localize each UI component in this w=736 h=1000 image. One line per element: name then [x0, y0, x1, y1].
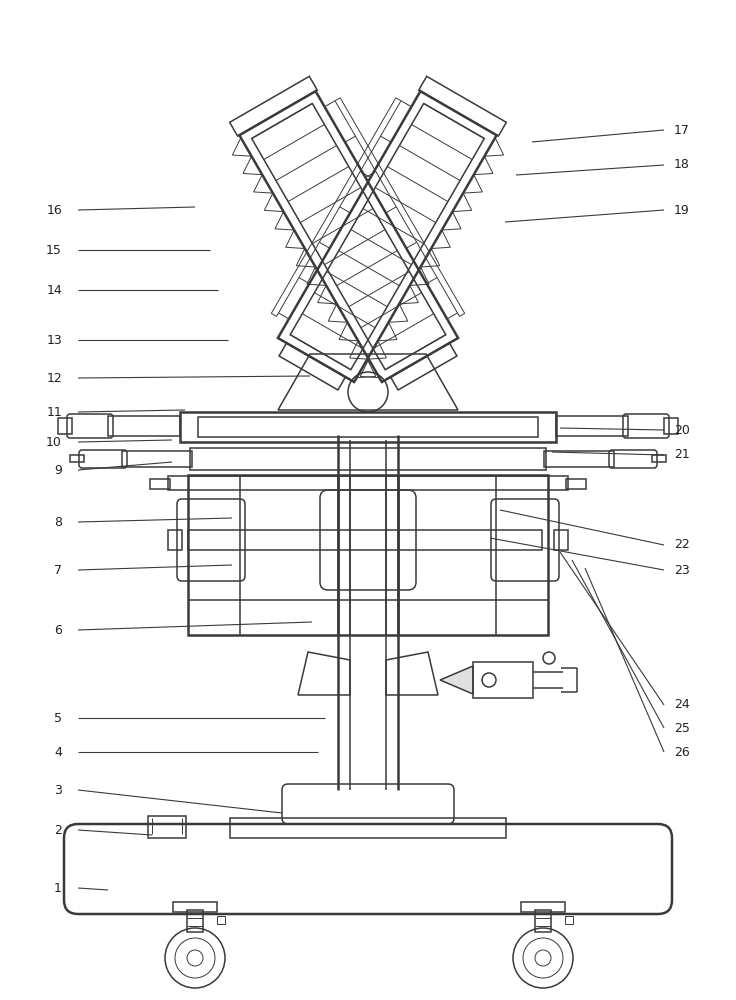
Text: 2: 2: [54, 824, 62, 836]
Text: 18: 18: [674, 158, 690, 172]
Bar: [150, 479, 170, 489]
Bar: [188, 475, 548, 635]
Text: 12: 12: [46, 371, 62, 384]
Text: 17: 17: [674, 123, 690, 136]
Text: 15: 15: [46, 243, 62, 256]
Bar: [187, 910, 203, 932]
Bar: [473, 662, 533, 698]
Bar: [652, 455, 666, 462]
Bar: [190, 448, 546, 470]
Text: 5: 5: [54, 712, 62, 724]
Bar: [168, 530, 182, 550]
Bar: [664, 418, 678, 434]
Text: 25: 25: [674, 722, 690, 734]
Text: 19: 19: [674, 204, 690, 217]
Text: 1: 1: [54, 882, 62, 894]
Bar: [521, 902, 565, 912]
Text: 3: 3: [54, 784, 62, 796]
Text: 14: 14: [46, 284, 62, 296]
Text: 13: 13: [46, 334, 62, 347]
Bar: [122, 451, 192, 467]
Bar: [230, 818, 506, 838]
Text: 16: 16: [46, 204, 62, 217]
Text: 8: 8: [54, 516, 62, 528]
Bar: [535, 910, 551, 932]
Bar: [173, 902, 217, 912]
Polygon shape: [440, 666, 473, 694]
Text: 10: 10: [46, 436, 62, 448]
Bar: [58, 418, 72, 434]
Bar: [556, 416, 628, 436]
Bar: [565, 916, 573, 924]
Text: 7: 7: [54, 564, 62, 576]
Bar: [70, 455, 84, 462]
Bar: [554, 530, 568, 550]
Text: 11: 11: [46, 406, 62, 418]
Text: 24: 24: [674, 698, 690, 712]
Text: 4: 4: [54, 746, 62, 758]
Text: 20: 20: [674, 424, 690, 436]
Text: 9: 9: [54, 464, 62, 477]
Bar: [566, 479, 586, 489]
Bar: [198, 417, 538, 437]
Text: 23: 23: [674, 564, 690, 576]
Bar: [217, 916, 225, 924]
Bar: [108, 416, 180, 436]
Text: 21: 21: [674, 448, 690, 462]
Text: 26: 26: [674, 746, 690, 758]
Bar: [168, 476, 568, 490]
Bar: [544, 451, 614, 467]
Bar: [180, 412, 556, 442]
Bar: [188, 530, 542, 550]
Bar: [148, 816, 186, 838]
Text: 22: 22: [674, 538, 690, 552]
Text: 6: 6: [54, 624, 62, 637]
